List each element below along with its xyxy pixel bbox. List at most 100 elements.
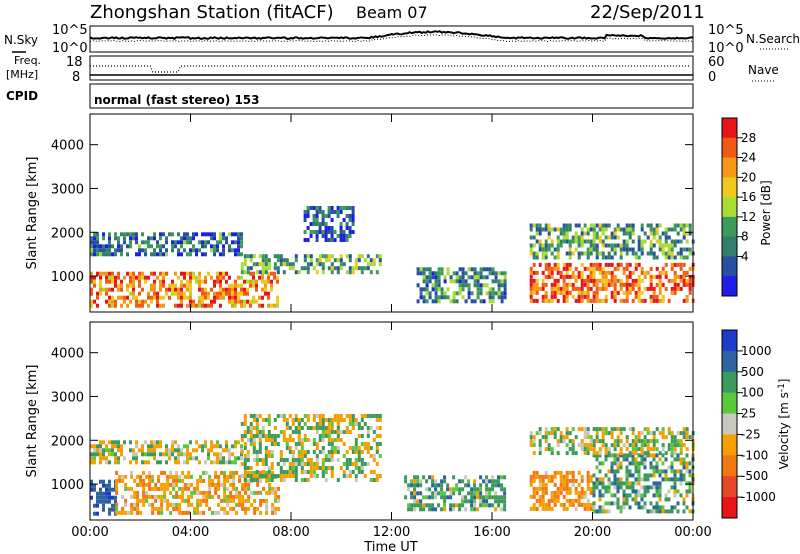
echo-cell [610, 427, 614, 432]
echo-cell [274, 494, 278, 499]
echo-cell [96, 303, 99, 308]
echo-cell [619, 465, 623, 470]
echo-cell [476, 279, 480, 284]
echo-cell [273, 271, 276, 276]
echo-cell [228, 287, 231, 292]
echo-cell [443, 507, 447, 512]
echo-cell [586, 482, 590, 487]
echo-cell [378, 434, 382, 438]
echo-cell [538, 227, 542, 232]
echo-cell [240, 462, 244, 466]
echo-cell [652, 227, 656, 232]
echo-cell [261, 434, 265, 438]
echo-cell [541, 474, 545, 479]
echo-cell [637, 274, 641, 279]
echo-cell [580, 239, 584, 244]
echo-cell [556, 498, 560, 503]
echo-cell [646, 489, 650, 494]
echo-cell [177, 460, 180, 465]
echo-cell [96, 252, 99, 257]
echo-cell [643, 231, 647, 236]
echo-cell [574, 486, 578, 491]
echo-cell [485, 275, 489, 280]
echo-cell [568, 255, 572, 260]
echo-cell [649, 439, 653, 444]
echo-cell [297, 430, 301, 434]
echo-cell [613, 443, 617, 448]
echo-cell [240, 266, 244, 271]
echo-cell [613, 447, 617, 452]
echo-cell [571, 270, 575, 275]
beam-label: Beam 07 [356, 3, 428, 22]
echo-cell [96, 448, 99, 453]
echo-cell [282, 470, 286, 474]
echo-cell [637, 282, 641, 287]
echo-cell [258, 303, 261, 308]
echo-cell [595, 453, 599, 458]
echo-cell [139, 474, 143, 479]
echo-cell [277, 494, 281, 499]
echo-cell [226, 494, 230, 499]
echo-cell [565, 239, 569, 244]
echo-cell [132, 448, 135, 453]
echo-cell [220, 482, 224, 487]
echo-cell [464, 495, 468, 500]
echo-cell [529, 294, 533, 299]
echo-cell [157, 510, 161, 515]
echo-cell [183, 232, 186, 237]
echo-cell [237, 440, 240, 445]
echo-cell [90, 275, 93, 280]
echo-cell [147, 444, 150, 449]
echo-cell [529, 266, 533, 271]
echo-cell [354, 258, 358, 263]
echo-cell [234, 252, 237, 257]
echo-cell [159, 303, 162, 308]
echo-cell [667, 431, 671, 436]
echo-cell [580, 490, 584, 495]
echo-cell [96, 291, 99, 296]
echo-cell [342, 474, 346, 478]
echo-cell [673, 451, 677, 456]
echo-cell [601, 227, 605, 232]
echo-cell [234, 460, 237, 465]
echo-cell [312, 466, 316, 470]
echo-cell [198, 299, 201, 304]
echo-cell [577, 255, 581, 260]
echo-cell [285, 474, 289, 478]
echo-cell [219, 303, 222, 308]
echo-cell [607, 262, 611, 267]
echo-cell [327, 418, 331, 422]
echo-cell [264, 450, 268, 454]
echo-cell [544, 294, 548, 299]
echo-cell [138, 248, 141, 253]
echo-cell [114, 495, 117, 500]
echo-cell [303, 218, 307, 222]
echo-cell [192, 303, 195, 308]
echo-cell [634, 461, 638, 466]
echo-cell [437, 271, 441, 276]
velocity-heatmap [90, 414, 695, 516]
echo-cell [219, 295, 222, 300]
echo-cell [348, 414, 352, 418]
echo-cell [673, 485, 677, 490]
echo-cell [431, 283, 435, 288]
echo-cell [679, 443, 683, 448]
echo-cell [658, 457, 662, 462]
echo-cell [165, 236, 168, 241]
echo-cell [201, 448, 204, 453]
echo-cell [685, 294, 689, 299]
echo-cell [354, 262, 358, 267]
echo-cell [162, 279, 165, 284]
echo-cell [476, 295, 480, 300]
echo-cell [437, 483, 441, 488]
echo-cell [174, 303, 177, 308]
echo-cell [595, 431, 599, 436]
echo-cell [282, 430, 286, 434]
echo-cell [586, 298, 590, 303]
echo-cell [640, 447, 644, 452]
echo-cell [102, 252, 105, 257]
echo-cell [434, 507, 438, 512]
echo-cell [306, 458, 310, 462]
echo-cell [256, 482, 260, 487]
echo-cell [589, 486, 593, 491]
